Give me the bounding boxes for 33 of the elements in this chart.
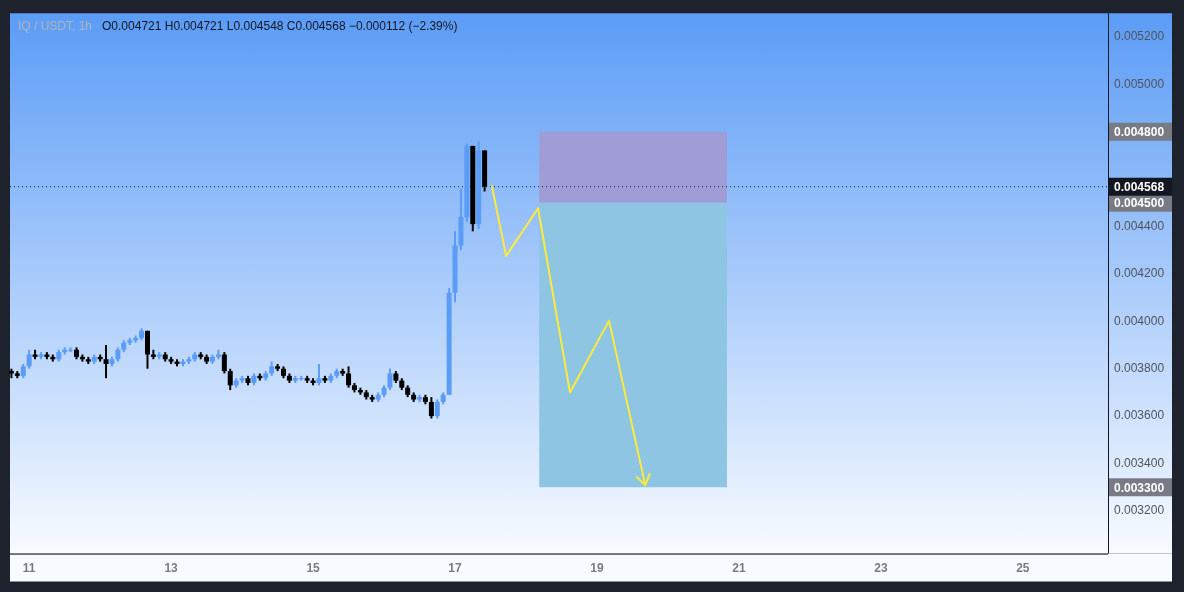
- y-tick-label: 0.004200: [1114, 266, 1165, 281]
- y-tick-label: 0.004000: [1114, 313, 1165, 328]
- candlestick: [227, 367, 233, 392]
- candlestick: [316, 362, 322, 387]
- x-tick-label: 13: [164, 561, 179, 576]
- y-tick-label: 0.003400: [1114, 455, 1165, 470]
- candlestick: [221, 351, 227, 375]
- x-tick-label: 11: [22, 561, 36, 576]
- x-tick-label: 17: [448, 561, 463, 576]
- y-tick-label: 0.004400: [1114, 218, 1165, 233]
- ref-line-label: 0.004568: [1114, 180, 1165, 195]
- candlestick: [387, 367, 393, 392]
- text: IQ / USDT, 1h: [18, 18, 93, 33]
- x-tick-label: 19: [590, 561, 604, 576]
- text: 0.004500: [1114, 196, 1165, 211]
- y-tick-label: 0.003600: [1114, 408, 1165, 423]
- x-tick-label: 15: [306, 561, 321, 576]
- y-tick-label: 0.005000: [1114, 76, 1165, 91]
- y-tick-label: 0.003200: [1114, 503, 1165, 518]
- x-tick-label: 21: [732, 561, 746, 576]
- x-tick-label: 23: [874, 561, 888, 576]
- text: 0.003300: [1114, 480, 1165, 495]
- text: O0.004721 H0.004721 L0.004548 C0.004568 −0.000112 (−2.39%): [102, 18, 458, 33]
- candlestick: [428, 396, 434, 420]
- candlestick: [144, 329, 150, 370]
- x-tick-label: 25: [1016, 561, 1030, 576]
- candlestick: [103, 344, 109, 380]
- y-tick-label: 0.003800: [1114, 361, 1165, 376]
- text: 0.004800: [1114, 125, 1165, 140]
- y-tick-label: 0.005200: [1114, 29, 1165, 44]
- candlestick: [434, 398, 440, 420]
- candlestick: [346, 365, 352, 389]
- candlestick: [26, 348, 32, 370]
